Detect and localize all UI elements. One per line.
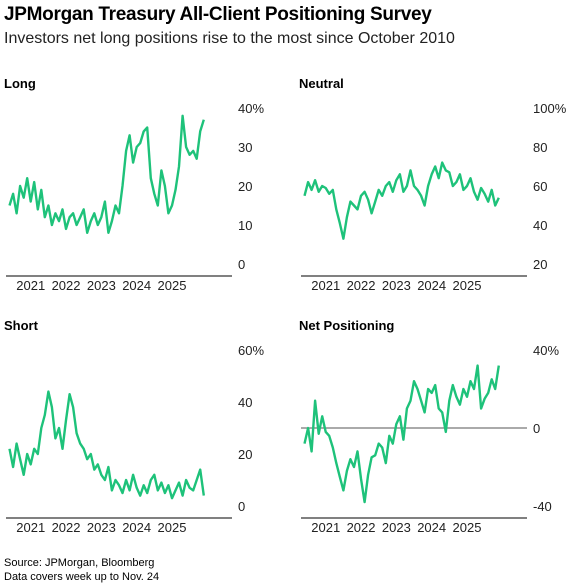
panel-long: Long 40% 30 20 10 0 2021 2022 2023 2024 2025 [0,76,287,301]
x-tick-label: 2025 [453,278,482,293]
x-tick-label: 2022 [347,278,376,293]
x-tick-label: 2025 [158,278,187,293]
y-tick-label: 80 [533,140,547,155]
x-tick-label: 2022 [347,520,376,535]
y-tick-label: 30 [238,140,252,155]
panel-net-positioning: Net Positioning 40% 0 -40 2021 2022 2023 2024 2… [295,318,575,543]
y-tick-label: 20 [238,179,252,194]
series-line [303,364,500,504]
source-note: Source: JPMorgan, Bloomberg [4,557,155,569]
y-tick-label: -40 [533,499,552,514]
series-line [8,390,205,500]
y-tick-label: 40 [533,218,547,233]
y-tick-label: 10 [238,218,252,233]
chart-subtitle: Investors net long positions rise to the… [4,30,455,47]
x-tick-label: 2024 [122,278,151,293]
x-tick-label: 2025 [158,520,187,535]
neutral-chart: 100% 80 60 40 20 2021 2022 2023 2024 2025 [301,101,567,293]
panel-title: Net Positioning [299,318,395,333]
y-tick-label: 20 [238,447,252,462]
x-tick-label: 2024 [122,520,151,535]
y-tick-label: 0 [238,257,245,272]
y-tick-label: 60% [238,343,264,358]
x-tick-label: 2021 [311,278,340,293]
x-tick-label: 2025 [453,520,482,535]
x-tick-label: 2023 [87,278,116,293]
y-tick-label: 40% [533,343,559,358]
y-tick-label: 0 [533,421,540,436]
y-tick-label: 40% [238,101,264,116]
net-positioning-chart: 40% 0 -40 2021 2022 2023 2024 2025 [301,343,559,535]
x-tick-label: 2024 [417,520,446,535]
panel-neutral: Neutral 100% 80 60 40 20 2021 2022 2023 2024 2025 [295,76,575,301]
x-tick-label: 2021 [16,278,45,293]
panel-title: Neutral [299,76,344,91]
data-coverage-note: Data covers week up to Nov. 24 [4,571,160,583]
x-tick-label: 2024 [417,278,446,293]
long-chart: 40% 30 20 10 0 2021 2022 2023 2024 2025 [6,101,264,293]
x-tick-label: 2022 [52,520,81,535]
chart-title: JPMorgan Treasury All-Client Positioning… [4,4,432,25]
x-tick-label: 2022 [52,278,81,293]
x-tick-label: 2021 [16,520,45,535]
y-tick-label: 40 [238,395,252,410]
x-tick-label: 2023 [87,520,116,535]
series-line [8,114,205,235]
y-tick-label: 60 [533,179,547,194]
short-chart: 60% 40 20 0 2021 2022 2023 2024 2025 [6,343,264,535]
y-tick-label: 20 [533,257,547,272]
y-tick-label: 100% [533,101,567,116]
series-line [303,161,500,240]
x-tick-label: 2021 [311,520,340,535]
x-tick-label: 2023 [382,520,411,535]
x-tick-label: 2023 [382,278,411,293]
y-tick-label: 0 [238,499,245,514]
panel-short: Short 60% 40 20 0 2021 2022 2023 2024 2025 [0,318,287,543]
panel-title: Long [4,76,36,91]
panel-title: Short [4,318,38,333]
